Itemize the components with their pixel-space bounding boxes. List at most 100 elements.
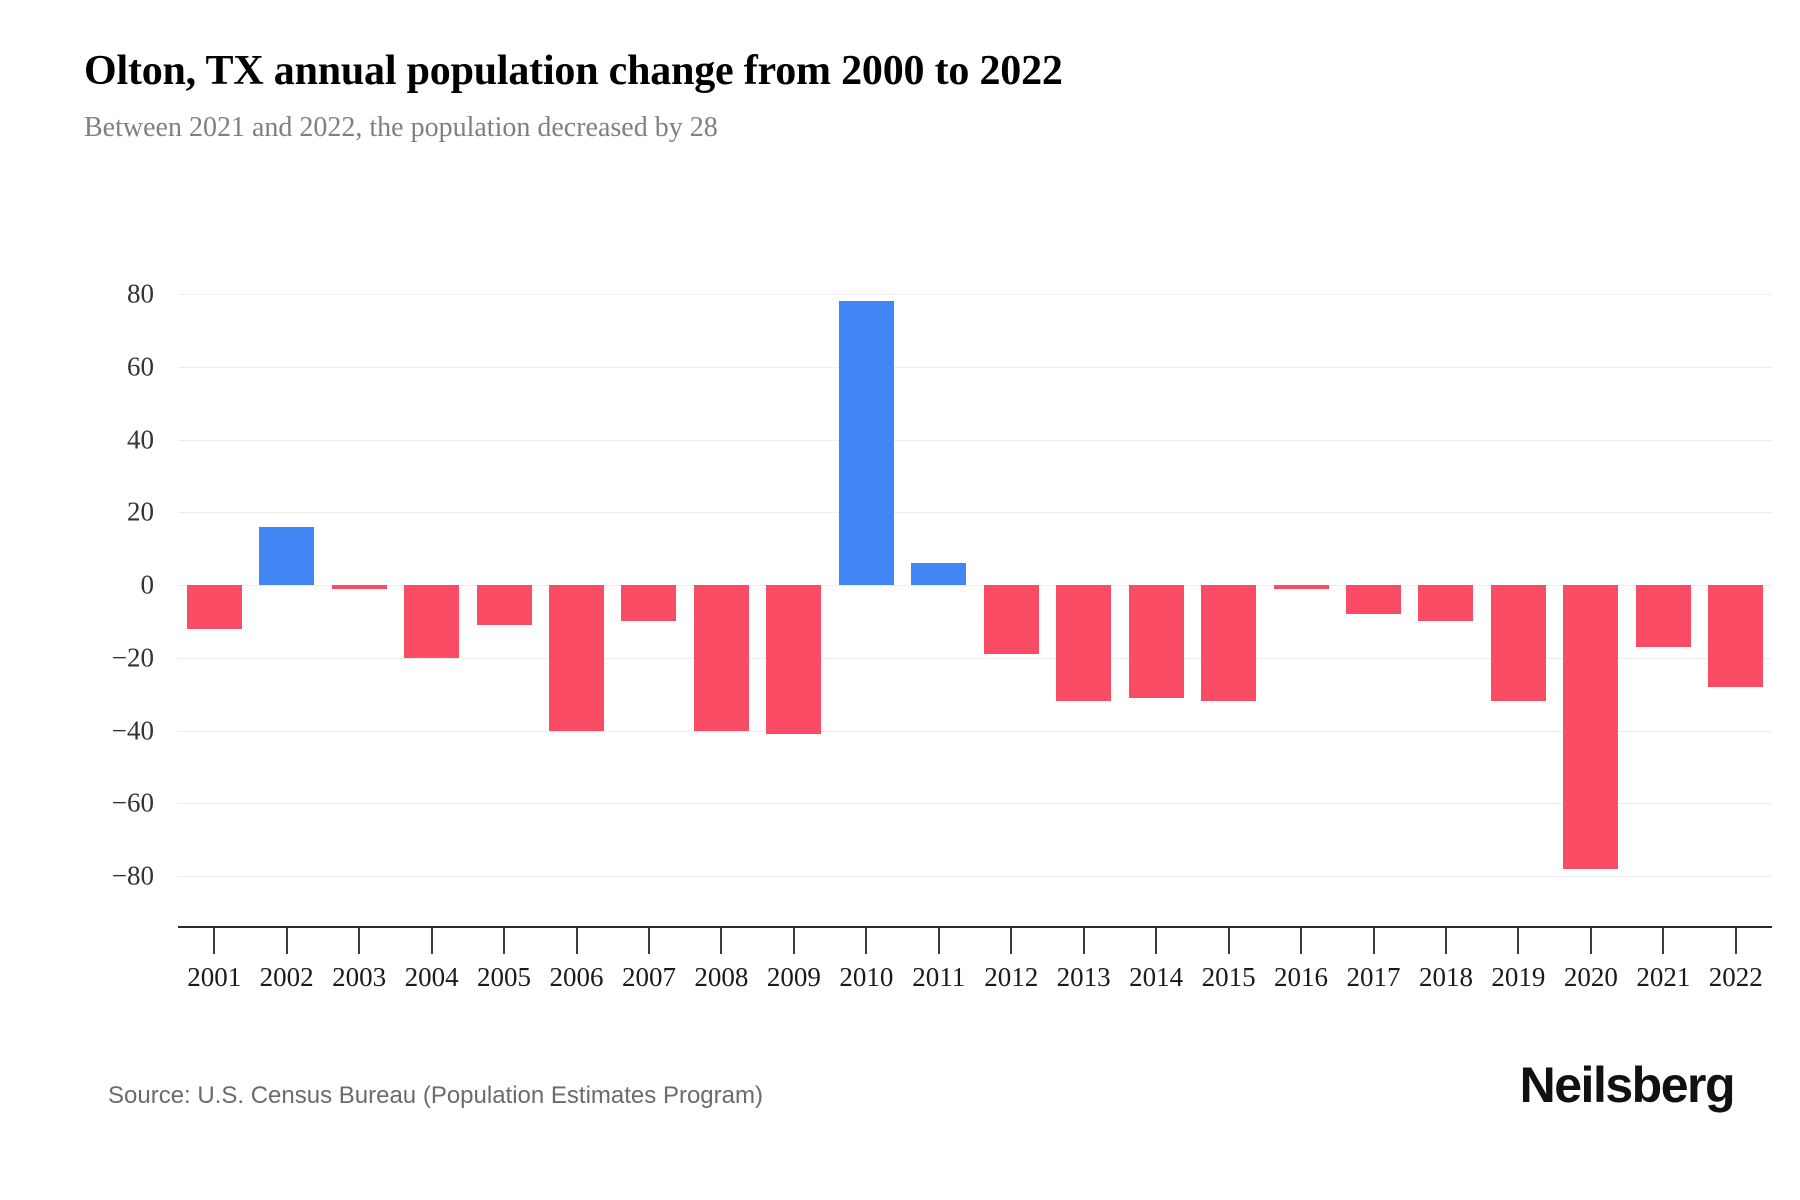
x-axis-tick-label: 2021	[1636, 962, 1691, 992]
bar-slot[interactable]	[1192, 294, 1264, 876]
x-axis-tick-label: 2011	[912, 962, 966, 992]
bar[interactable]	[1635, 585, 1691, 647]
x-axis-tick-label: 2002	[259, 962, 314, 992]
x-axis-tick-label: 2009	[766, 962, 821, 992]
y-axis-tick-label: −80	[111, 860, 154, 891]
bar[interactable]	[186, 585, 242, 629]
bar-slot[interactable]	[903, 294, 975, 876]
x-axis-tick	[720, 928, 723, 954]
bar-slot[interactable]	[178, 294, 250, 876]
x-axis-tick	[358, 928, 361, 954]
x-axis-tick	[1444, 928, 1447, 954]
x-axis-tick-label: 2004	[404, 962, 459, 992]
gridline	[178, 803, 1772, 805]
bar[interactable]	[1201, 585, 1257, 702]
gridline	[178, 657, 1772, 659]
x-axis-tick-label: 2019	[1491, 962, 1546, 992]
bar-slot[interactable]	[540, 294, 612, 876]
x-axis-tick	[1300, 928, 1303, 954]
x-axis-tick-label: 2020	[1563, 962, 1618, 992]
x-axis-tick-label: 2015	[1201, 962, 1256, 992]
x-axis-tick	[1082, 928, 1085, 954]
x-axis-tick	[1155, 928, 1158, 954]
bar[interactable]	[1563, 585, 1619, 869]
x-axis-tick	[1662, 928, 1665, 954]
bar[interactable]	[548, 585, 605, 731]
x-axis-tick-label: 2010	[839, 962, 894, 992]
bar[interactable]	[1345, 585, 1402, 615]
bar[interactable]	[766, 585, 822, 735]
x-axis-ticks	[178, 928, 1772, 954]
x-axis-tick	[575, 928, 578, 954]
x-axis-tick	[1010, 928, 1013, 954]
x-axis-tick	[1517, 928, 1520, 954]
bar-slot[interactable]	[1482, 294, 1554, 876]
x-axis-tick-label: 2001	[187, 962, 242, 992]
bar[interactable]	[1418, 585, 1474, 622]
bar-slot[interactable]	[1555, 294, 1627, 876]
gridline	[178, 585, 1772, 586]
bar-slot[interactable]	[1410, 294, 1482, 876]
x-axis-tick-label: 2006	[549, 962, 604, 992]
bar-slot[interactable]	[975, 294, 1047, 876]
x-axis-tick	[1227, 928, 1230, 954]
x-axis-tick-label: 2007	[621, 962, 676, 992]
bar[interactable]	[1056, 585, 1112, 702]
bar-slot[interactable]	[1700, 294, 1772, 876]
bar[interactable]	[1128, 585, 1184, 698]
bar[interactable]	[838, 301, 894, 585]
x-axis-tick	[430, 928, 433, 954]
gridline	[178, 730, 1772, 732]
bar-slot[interactable]	[468, 294, 540, 876]
bar[interactable]	[476, 585, 532, 625]
x-axis-tick-label: 2008	[694, 962, 749, 992]
gridline	[178, 512, 1772, 514]
bar-slot[interactable]	[1120, 294, 1192, 876]
gridline	[178, 294, 1772, 295]
x-axis-tick-label: 2014	[1129, 962, 1184, 992]
plot-canvas	[178, 294, 1772, 877]
x-axis-tick	[865, 928, 868, 954]
bar[interactable]	[911, 563, 967, 585]
page-title: Olton, TX annual population change from …	[84, 48, 1063, 94]
bar[interactable]	[693, 585, 749, 731]
x-axis-tick-label: 2003	[332, 962, 387, 992]
x-axis-tick	[1734, 928, 1737, 954]
x-axis-tick	[647, 928, 650, 954]
x-axis-tick	[792, 928, 795, 954]
y-axis-tick-label: −40	[111, 715, 154, 745]
bar-slot[interactable]	[830, 294, 902, 876]
bar[interactable]	[1273, 585, 1329, 589]
bar-slot[interactable]	[1047, 294, 1119, 876]
bar-slot[interactable]	[1627, 294, 1699, 876]
bar-slot[interactable]	[685, 294, 757, 876]
bar[interactable]	[1490, 585, 1546, 702]
gridline	[178, 439, 1772, 441]
source-note: Source: U.S. Census Bureau (Population E…	[108, 1082, 763, 1109]
bar[interactable]	[621, 585, 677, 622]
bar-slot[interactable]	[1337, 294, 1409, 876]
bar-slot[interactable]	[758, 294, 830, 876]
y-axis-tick-label: 80	[127, 278, 154, 309]
x-axis-tick-label: 2005	[477, 962, 532, 992]
x-axis-tick	[285, 928, 288, 954]
x-axis-tick	[213, 928, 216, 954]
y-axis-tick-label: −60	[111, 787, 154, 818]
bar-series	[178, 294, 1772, 876]
bar-slot[interactable]	[250, 294, 322, 876]
bar[interactable]	[1708, 585, 1764, 687]
x-axis-tick-label: 2012	[984, 962, 1039, 992]
bar-slot[interactable]	[1265, 294, 1337, 876]
x-axis-line	[178, 926, 1772, 928]
bar[interactable]	[404, 585, 460, 658]
x-axis-tick	[503, 928, 506, 954]
bar-slot[interactable]	[613, 294, 685, 876]
brand-logo: Neilsberg	[1519, 1057, 1736, 1113]
bar[interactable]	[259, 526, 315, 585]
bar[interactable]	[331, 585, 387, 589]
bar-slot[interactable]	[395, 294, 467, 876]
y-axis-tick-label: 20	[127, 496, 154, 527]
bar-slot[interactable]	[323, 294, 395, 876]
bar[interactable]	[983, 585, 1039, 655]
